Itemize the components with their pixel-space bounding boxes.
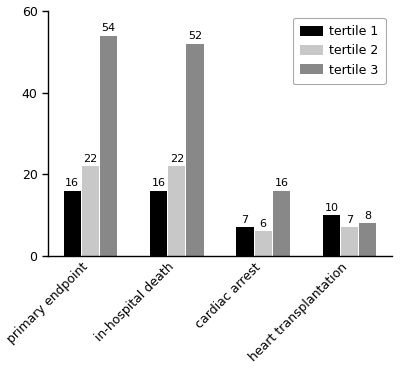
Bar [359,223,376,256]
Text: 7: 7 [242,215,249,225]
Text: 52: 52 [188,32,202,41]
Legend: tertile 1, tertile 2, tertile 3: tertile 1, tertile 2, tertile 3 [293,18,386,84]
Text: 7: 7 [346,215,353,225]
Text: 10: 10 [324,203,338,212]
Bar [341,227,358,256]
Bar [186,44,204,256]
Bar [100,36,117,256]
Bar [82,166,99,256]
Text: 16: 16 [274,178,288,188]
Bar [323,215,340,256]
Bar [168,166,186,256]
Text: 22: 22 [170,154,184,164]
Text: 16: 16 [152,178,166,188]
Text: 6: 6 [260,219,267,229]
Bar [64,191,81,256]
Text: 22: 22 [83,154,98,164]
Text: 54: 54 [102,23,116,33]
Bar [150,191,167,256]
Bar [236,227,254,256]
Text: 8: 8 [364,211,371,221]
Bar [273,191,290,256]
Text: 16: 16 [65,178,79,188]
Bar [254,231,272,256]
